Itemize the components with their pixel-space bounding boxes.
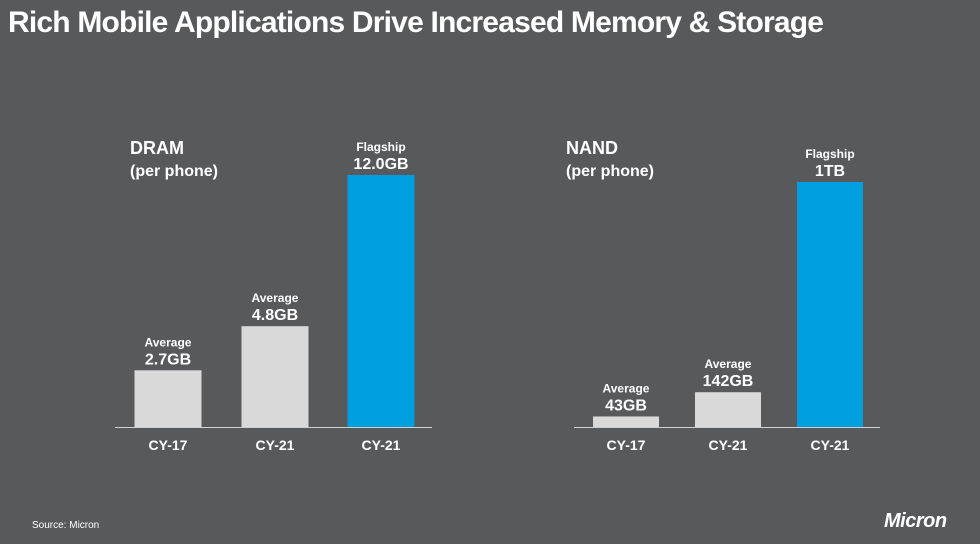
nand-kind-label-2: Average [705, 357, 752, 371]
nand-kind-label-1: Average [603, 381, 650, 395]
nand-chart-subtitle: (per phone) [566, 163, 654, 180]
nand-value-label-3: 1TB [815, 163, 845, 180]
dram-bar-1 [134, 370, 202, 427]
nand-chart-heading: NAND (per phone) [566, 136, 654, 184]
source-note: Source: Micron [32, 520, 100, 531]
dram-tick-label-2: CY-21 [256, 437, 295, 453]
dram-value-label-1: 2.7GB [145, 351, 191, 368]
dram-chart-subtitle: (per phone) [130, 163, 218, 180]
dram-value-label-2: 4.8GB [252, 307, 298, 324]
nand-bar-1 [593, 416, 659, 427]
dram-chart-title: DRAM [130, 138, 184, 158]
nand-value-label-1: 43GB [605, 397, 647, 414]
dram-value-label-3: 12.0GB [353, 156, 408, 173]
nand-tick-label-1: CY-17 [607, 437, 646, 453]
page-title: Rich Mobile Applications Drive Increased… [8, 6, 824, 39]
nand-bar-3 [797, 182, 863, 427]
nand-chart-title: NAND [566, 138, 618, 158]
dram-tick-label-1: CY-17 [149, 437, 188, 453]
nand-bar-2 [695, 392, 761, 427]
dram-kind-label-3: Flagship [356, 140, 405, 154]
nand-kind-label-3: Flagship [805, 147, 854, 161]
dram-kind-label-2: Average [252, 291, 299, 305]
dram-chart-heading: DRAM (per phone) [130, 136, 218, 184]
dram-tick-label-3: CY-21 [362, 437, 401, 453]
nand-tick-label-3: CY-21 [811, 437, 850, 453]
nand-value-label-2: 142GB [703, 373, 754, 390]
dram-kind-label-1: Average [145, 335, 192, 349]
nand-tick-label-2: CY-21 [709, 437, 748, 453]
micron-logo: Micron [884, 510, 947, 532]
dram-bar-3 [347, 175, 415, 427]
dram-bar-2 [241, 326, 309, 427]
